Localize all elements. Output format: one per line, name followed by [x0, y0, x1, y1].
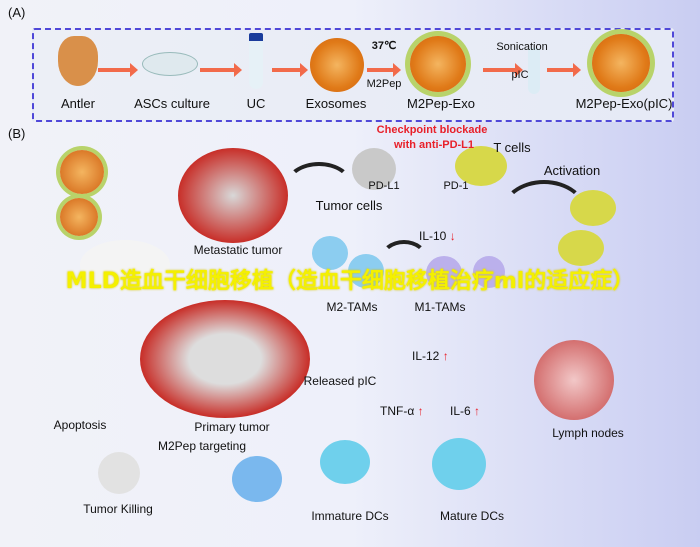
tumor-cell-icon	[352, 148, 396, 190]
targeted-tam-icon	[232, 456, 282, 502]
exosome-icon	[310, 38, 364, 92]
up-arrow-icon: ↑	[474, 404, 481, 418]
panel-b-label: (B)	[8, 126, 26, 141]
tube-icon	[528, 48, 540, 94]
panel-a-label: (A)	[8, 5, 26, 20]
il-6-label: IL-6 ↑	[450, 404, 481, 418]
immature-dc-icon	[320, 440, 370, 484]
metastatic-tumor-label: Metastatic tumor	[193, 243, 283, 257]
arrow-icon	[200, 63, 242, 77]
step-exosomes: Exosomes	[305, 96, 367, 111]
step-antler: Antler	[61, 96, 95, 111]
m2pep-exo-pic-icon	[592, 34, 650, 92]
lymph-nodes-label: Lymph nodes	[552, 426, 624, 440]
step-m2pep-exo: M2Pep-Exo	[407, 96, 475, 111]
t-cells-label: T cells	[493, 140, 531, 155]
m2pep-targeting-label: M2Pep targeting	[157, 439, 247, 453]
up-arrow-icon: ↑	[442, 349, 449, 363]
anti-pd-l1-label: with anti-PD-L1	[393, 139, 475, 151]
curved-arrow-icon	[285, 162, 353, 210]
m2pep-label: M2Pep	[366, 78, 402, 90]
step-ascs-culture: ASCs culture	[134, 96, 210, 111]
primary-tumor-label: Primary tumor	[194, 420, 270, 434]
up-arrow-icon: ↑	[417, 404, 424, 418]
immature-dcs-label: Immature DCs	[311, 509, 389, 523]
t-cell-icon	[455, 146, 507, 186]
tnf-alpha-label: TNF-α ↑	[380, 404, 424, 418]
m2-tam-icon	[348, 254, 384, 288]
nanoparticle-icon	[60, 150, 104, 194]
mature-dcs-label: Mature DCs	[439, 509, 505, 523]
pd-1-label: PD-1	[443, 180, 469, 192]
curved-arrow-icon	[380, 240, 428, 278]
tumor-killing-label: Tumor Killing	[83, 502, 153, 516]
released-pic-label: Released pIC	[303, 374, 377, 388]
arrow-icon	[98, 63, 138, 77]
il-12-label: IL-12 ↑	[412, 349, 449, 363]
apoptosis-label: Apoptosis	[53, 418, 107, 432]
overlay-watermark-text: MLD造血干细胞移植（造血干细胞移植治疗ml的适应症）	[65, 269, 635, 294]
activation-label: Activation	[543, 163, 601, 178]
arrow-icon	[272, 63, 308, 77]
deer-icon	[58, 36, 98, 86]
mature-dc-icon	[432, 438, 486, 490]
nanoparticle-icon	[60, 198, 98, 236]
sonication-label: Sonication	[496, 41, 548, 53]
lymph-node-icon	[534, 340, 614, 420]
arrow-icon	[547, 63, 581, 77]
primary-tumor-icon	[140, 300, 310, 418]
centrifuge-tube-icon	[249, 33, 263, 89]
mouse-icon	[80, 240, 170, 290]
m1-tams-label: M1-TAMs	[414, 300, 466, 314]
step-m2pep-exo-pic: M2Pep-Exo(pIC)	[575, 96, 673, 111]
curved-arrow-icon	[500, 180, 588, 248]
arrow-icon	[483, 63, 523, 77]
petri-dish-icon	[142, 52, 198, 76]
down-arrow-icon: ↓	[449, 229, 456, 243]
m1-tam-icon	[426, 256, 462, 290]
pd-l1-label: PD-L1	[368, 180, 400, 192]
step-uc: UC	[246, 96, 266, 111]
arrow-icon	[367, 63, 401, 77]
dead-tumor-cell-icon	[98, 452, 140, 494]
metastatic-tumor-icon	[178, 148, 288, 243]
tumor-cells-label: Tumor cells	[315, 198, 383, 213]
temperature-label: 37℃	[371, 40, 397, 52]
pic-label: pIC	[511, 69, 529, 81]
m2-tams-label: M2-TAMs	[326, 300, 378, 314]
m2-tam-icon	[312, 236, 348, 270]
m1-tam-icon	[473, 256, 505, 288]
checkpoint-blockade-label: Checkpoint blockade	[376, 124, 488, 136]
m2pep-exo-icon	[410, 36, 466, 92]
il-10-label: IL-10 ↓	[419, 229, 456, 243]
